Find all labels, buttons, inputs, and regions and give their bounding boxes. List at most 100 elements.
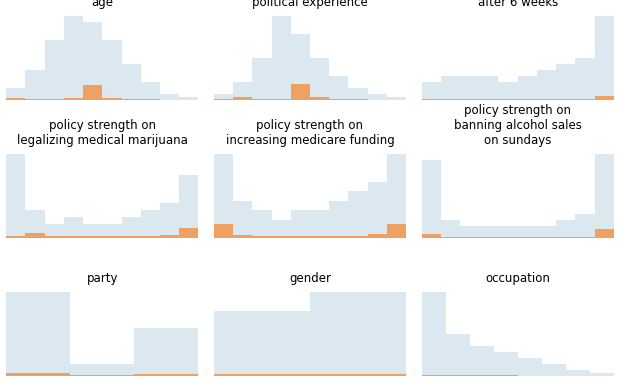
- Bar: [422, 374, 446, 376]
- Bar: [70, 375, 135, 376]
- Title: policy strength on
banning abortion
after 6 weeks: policy strength on banning abortion afte…: [464, 0, 571, 9]
- Bar: [460, 237, 479, 238]
- Bar: [368, 94, 387, 101]
- Bar: [498, 237, 518, 238]
- Bar: [233, 82, 252, 101]
- Title: gender: gender: [289, 271, 331, 285]
- Bar: [329, 235, 348, 238]
- Bar: [252, 235, 272, 238]
- Bar: [141, 236, 160, 238]
- Title: political experience: political experience: [252, 0, 368, 9]
- Title: policy strength on
increasing medicare funding: policy strength on increasing medicare f…: [226, 119, 394, 147]
- Bar: [441, 76, 460, 101]
- Bar: [556, 237, 575, 238]
- Bar: [387, 98, 406, 101]
- Bar: [422, 160, 441, 238]
- Bar: [214, 154, 233, 238]
- Bar: [83, 85, 102, 101]
- Bar: [102, 98, 122, 101]
- Bar: [422, 82, 441, 101]
- Bar: [214, 374, 310, 376]
- Bar: [233, 97, 252, 101]
- Bar: [348, 99, 368, 101]
- Bar: [368, 234, 387, 238]
- Bar: [6, 88, 25, 101]
- Bar: [83, 235, 102, 238]
- Bar: [122, 99, 141, 101]
- Bar: [498, 99, 518, 101]
- Bar: [556, 220, 575, 238]
- Bar: [25, 99, 45, 101]
- Bar: [135, 328, 198, 376]
- Bar: [45, 99, 64, 101]
- Bar: [460, 99, 479, 101]
- Bar: [214, 311, 310, 376]
- Bar: [494, 352, 518, 376]
- Bar: [6, 98, 25, 101]
- Bar: [70, 364, 135, 376]
- Bar: [179, 175, 198, 238]
- Bar: [537, 70, 556, 101]
- Bar: [441, 237, 460, 238]
- Bar: [348, 191, 368, 238]
- Bar: [64, 16, 83, 101]
- Bar: [45, 40, 64, 101]
- Bar: [518, 237, 537, 238]
- Bar: [460, 76, 479, 101]
- Bar: [595, 96, 614, 101]
- Bar: [122, 217, 141, 238]
- Bar: [214, 224, 233, 238]
- Title: policy strength on
banning alcohol sales
on sundays: policy strength on banning alcohol sales…: [454, 104, 582, 147]
- Bar: [272, 99, 291, 101]
- Bar: [329, 76, 348, 101]
- Bar: [6, 236, 25, 238]
- Bar: [446, 334, 469, 376]
- Bar: [25, 70, 45, 101]
- Bar: [252, 99, 272, 101]
- Bar: [6, 373, 70, 376]
- Bar: [441, 99, 460, 101]
- Bar: [310, 58, 329, 101]
- Bar: [479, 226, 498, 238]
- Bar: [272, 220, 291, 238]
- Bar: [214, 99, 233, 101]
- Bar: [291, 210, 310, 238]
- Bar: [518, 358, 542, 376]
- Title: policy strength on
legalizing medical marijuana: policy strength on legalizing medical ma…: [17, 119, 188, 147]
- Bar: [542, 364, 565, 376]
- Bar: [83, 224, 102, 238]
- Bar: [122, 64, 141, 101]
- Bar: [575, 58, 595, 101]
- Bar: [64, 236, 83, 238]
- Bar: [368, 100, 387, 101]
- Bar: [45, 236, 64, 238]
- Bar: [575, 99, 595, 101]
- Title: party: party: [87, 271, 118, 285]
- Bar: [537, 226, 556, 238]
- Bar: [102, 40, 122, 101]
- Bar: [479, 99, 498, 101]
- Bar: [64, 217, 83, 238]
- Bar: [387, 154, 406, 238]
- Bar: [102, 224, 122, 238]
- Bar: [310, 210, 329, 238]
- Bar: [498, 226, 518, 238]
- Bar: [160, 94, 179, 101]
- Bar: [329, 201, 348, 238]
- Bar: [141, 210, 160, 238]
- Bar: [575, 237, 595, 238]
- Bar: [518, 226, 537, 238]
- Bar: [348, 88, 368, 101]
- Bar: [556, 64, 575, 101]
- Bar: [160, 235, 179, 238]
- Bar: [214, 94, 233, 101]
- Bar: [272, 16, 291, 101]
- Bar: [160, 100, 179, 101]
- Bar: [387, 224, 406, 238]
- Bar: [479, 237, 498, 238]
- Bar: [179, 98, 198, 101]
- Bar: [329, 99, 348, 101]
- Bar: [291, 84, 310, 101]
- Bar: [310, 98, 329, 101]
- Bar: [422, 291, 446, 376]
